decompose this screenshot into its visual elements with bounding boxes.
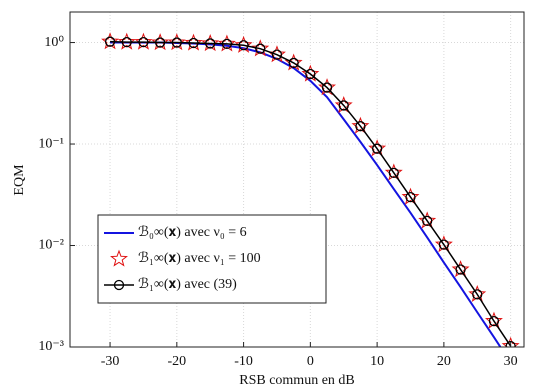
circle-marker — [488, 315, 500, 327]
x-tick-label: -10 — [234, 354, 253, 369]
y-tick-label: 10⁻³ — [38, 339, 64, 354]
circle-marker — [205, 38, 216, 49]
star-marker — [318, 78, 337, 96]
x-tick-label: 30 — [504, 354, 518, 369]
circle-marker — [321, 82, 333, 93]
x-axis-label: RSB commun en dB — [239, 373, 355, 388]
y-tick-label: 10⁻² — [38, 238, 64, 253]
star-marker — [117, 32, 136, 50]
star-marker — [501, 336, 520, 347]
circle-marker — [113, 279, 125, 291]
star-marker — [451, 260, 470, 278]
y-axis-label: EQM — [12, 164, 27, 196]
circle-marker — [221, 38, 233, 50]
star-marker — [468, 284, 487, 303]
x-tick-label: 10 — [370, 354, 384, 369]
star-marker — [251, 39, 270, 57]
star-marker — [401, 187, 420, 205]
circle-marker — [154, 37, 166, 48]
circle-marker — [438, 239, 450, 250]
circle-marker — [405, 191, 416, 203]
star-marker — [384, 163, 403, 181]
circle-marker — [288, 57, 299, 69]
star-marker — [418, 211, 437, 229]
star-marker — [167, 33, 186, 51]
star-marker — [110, 249, 128, 267]
circle-marker — [355, 121, 366, 132]
legend-label: ℬ₁∞(𝐱) avec ν₁ = 100 — [138, 251, 261, 266]
x-tick-label: 20 — [437, 354, 451, 369]
star-marker — [434, 235, 453, 253]
y-tick-label: 10⁻¹ — [38, 136, 64, 151]
circle-marker — [188, 37, 199, 49]
star-marker — [184, 33, 203, 51]
star-marker — [201, 34, 220, 52]
circle-marker — [138, 36, 149, 48]
star-marker — [151, 33, 170, 51]
circle-marker — [505, 340, 516, 347]
y-tick-label: 10⁰ — [44, 35, 64, 50]
circle-marker — [338, 100, 349, 111]
star-marker — [351, 116, 370, 134]
circle-marker — [104, 36, 116, 47]
x-tick-label: -20 — [167, 354, 186, 369]
circle-marker — [238, 40, 249, 51]
legend-label: ℬ₁∞(𝐱) avec (39) — [138, 277, 237, 292]
circle-marker — [171, 37, 182, 48]
star-marker — [134, 32, 153, 50]
star-marker — [484, 311, 503, 329]
circle-marker — [305, 68, 316, 80]
circle-marker — [371, 143, 383, 154]
x-tick-label: -30 — [101, 354, 120, 369]
star-marker — [234, 35, 253, 53]
star-marker — [368, 139, 387, 157]
circle-marker — [388, 167, 399, 179]
circle-marker — [472, 289, 483, 300]
plot-frame — [69, 11, 525, 348]
circle-marker — [255, 43, 266, 54]
circle-marker — [271, 49, 283, 60]
star-marker — [217, 34, 236, 52]
x-tick-label: 0 — [307, 354, 314, 369]
star-marker — [334, 96, 353, 114]
star-marker — [301, 64, 320, 82]
star-marker — [101, 32, 120, 50]
circle-marker — [121, 36, 132, 48]
legend-label: ℬ₀∞(𝐱) avec ν₀ = 6 — [138, 225, 247, 240]
circle-marker — [455, 264, 466, 275]
series-line — [110, 40, 512, 347]
legend-box — [97, 214, 327, 304]
circle-marker — [422, 215, 433, 227]
